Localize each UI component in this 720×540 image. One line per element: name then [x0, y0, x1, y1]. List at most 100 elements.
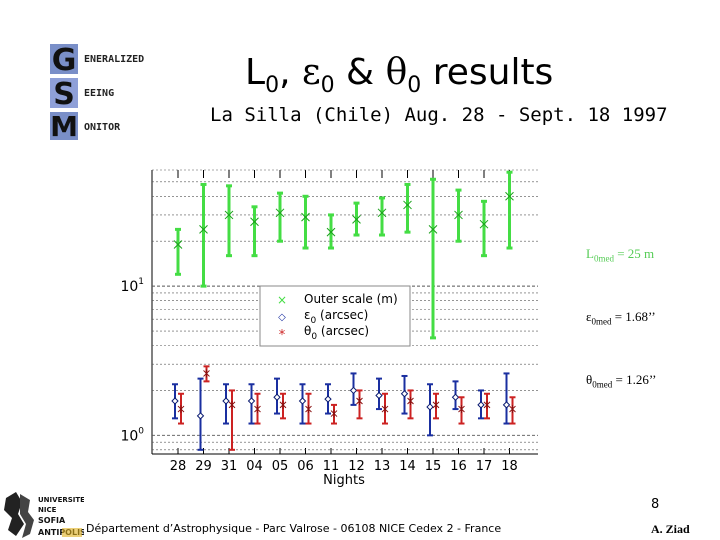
x-tick-label: 16 [450, 459, 467, 474]
point-cross [377, 208, 387, 218]
point-diamond [426, 403, 434, 411]
uni-logo-line-2: NICE [38, 506, 57, 514]
point-cross [428, 225, 438, 234]
point-diamond [324, 395, 332, 403]
page-number: 8 [651, 497, 660, 512]
logo-letter-g: G [52, 43, 77, 78]
title-l: L [245, 52, 266, 93]
y-tick-10-exp: 1 [138, 277, 144, 287]
point-cross [199, 225, 208, 234]
legend-eps-sym: ε [304, 308, 311, 322]
x-tick-label: 05 [272, 459, 289, 474]
point-diamond [222, 397, 230, 405]
note-e0-median: ε0med = 1.68’’ [586, 309, 656, 327]
point-cross [352, 215, 361, 224]
point-star [432, 400, 440, 409]
y-tick-label-1: 100 [120, 426, 144, 444]
point-diamond [196, 412, 205, 420]
point-diamond [247, 397, 256, 405]
point-cross [403, 200, 412, 210]
point-cross [301, 212, 310, 222]
note-t0-median: θ0med = 1.26’’ [586, 372, 657, 390]
series-theta0 [177, 365, 516, 451]
page-subtitle: La Silla (Chile) Aug. 28 - Sept. 18 1997 [210, 104, 668, 126]
point-star [228, 400, 236, 409]
note-l0-sub: 0med [593, 253, 614, 264]
title-rest: results [421, 52, 554, 93]
point-diamond [400, 390, 409, 398]
note-t0-sub: 0med [592, 379, 613, 390]
x-tick-label: 14 [399, 459, 416, 474]
legend-label-eps: ε0 (arcsec) [304, 308, 368, 326]
point-cross [275, 208, 285, 218]
point-cross [326, 227, 336, 237]
y-tick-1-base: 10 [120, 428, 138, 444]
point-cross [479, 219, 489, 229]
x-tick-label: 18 [501, 459, 518, 474]
point-star [203, 369, 210, 378]
legend-theta-sym: θ [304, 324, 311, 338]
point-diamond [298, 397, 307, 405]
point-star [458, 405, 465, 414]
point-cross [173, 240, 183, 249]
series-epsilon0 [171, 372, 511, 451]
university-logo: UNIVERSITE NICE SOFIA ANTIPOLIS [4, 492, 84, 538]
point-cross [505, 191, 514, 201]
title-eps: ε [301, 52, 321, 93]
x-tick-label: 28 [170, 459, 187, 474]
x-tick-label: 13 [374, 459, 391, 474]
series-outer-scale [173, 170, 514, 340]
chart-marks [171, 170, 516, 451]
title-l-sub: 0 [265, 73, 280, 99]
x-tick-label: 06 [297, 459, 314, 474]
x-tick-label: 04 [246, 459, 263, 474]
legend-theta-sub: 0 [311, 332, 317, 342]
note-l0-value: = 25 m [613, 246, 655, 261]
logo-word-generalized: ENERALIZED [84, 54, 144, 65]
footer-address: Département d’Astrophysique - Parc Valro… [86, 522, 502, 535]
x-tick-label: 15 [425, 459, 442, 474]
title-amp: & [334, 52, 386, 93]
note-l0-median: L0med = 25 m [586, 246, 654, 264]
gsm-logo: G ENERALIZED S EEING M ONITOR [50, 43, 144, 142]
point-star [279, 400, 287, 409]
x-tick-label: 17 [476, 459, 493, 474]
uni-logo-line-3: SOFIA [38, 516, 66, 525]
point-diamond [273, 393, 281, 401]
point-star [177, 405, 185, 414]
x-axis-label: Nights [323, 473, 365, 488]
legend: × Outer scale (m) ◇ ε0 (arcsec) * θ0 (ar… [259, 285, 411, 347]
chart: 28 29 31 04 05 06 11 12 13 14 15 16 17 18 101 100 Nig… [120, 169, 538, 488]
point-cross [250, 217, 259, 227]
note-l0-sym: L [586, 246, 594, 261]
uni-logo-line-1: UNIVERSITE [38, 496, 84, 504]
point-cross [454, 210, 463, 220]
note-e0-value: = 1.68’’ [611, 309, 656, 324]
legend-marker-theta: * [279, 328, 286, 343]
page-title: L0, ε0 & θ0 results [245, 52, 605, 98]
y-tick-10-base: 10 [120, 279, 138, 295]
legend-marker-outer-scale: × [277, 293, 287, 307]
x-tick-labels: 28 29 31 04 05 06 11 12 13 14 15 16 17 18 [170, 459, 518, 474]
note-e0-sub: 0med [591, 316, 612, 327]
note-e0-sym: ε [586, 309, 592, 324]
point-cross [224, 210, 234, 220]
title-comma: , [279, 52, 302, 93]
logo-letter-m: M [50, 110, 78, 142]
note-t0-value: = 1.26’’ [612, 372, 657, 387]
point-star [407, 396, 414, 405]
x-tick-label: 31 [221, 459, 238, 474]
gridlines [152, 169, 538, 451]
legend-eps-sub: 0 [311, 316, 317, 326]
author: A. Ziad [651, 522, 690, 536]
point-diamond [502, 401, 511, 409]
point-star [254, 405, 261, 414]
point-diamond [477, 401, 485, 409]
y-tick-1-exp: 0 [138, 426, 144, 436]
legend-marker-eps: ◇ [278, 312, 286, 323]
point-star [330, 409, 338, 418]
point-diamond [451, 393, 460, 401]
title-theta-sub: 0 [407, 73, 422, 99]
point-star [483, 400, 491, 409]
legend-label-outer-scale: Outer scale (m) [304, 292, 398, 306]
